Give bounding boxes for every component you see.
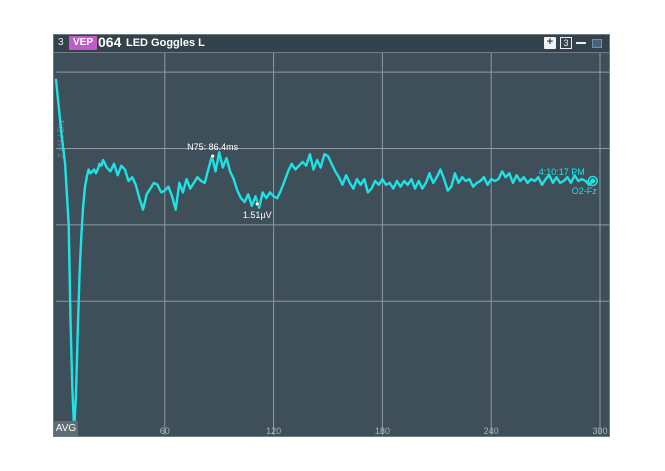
panel-title-bar: 3 VEP 064 LED Goggles L + 3 — [54, 34, 609, 53]
cursor-ring[interactable] — [587, 175, 598, 187]
x-tick-label: 60 — [160, 426, 170, 436]
avg-button[interactable]: AVG — [54, 421, 78, 436]
peak-markers: N75: 86.4ms 1.51µV — [187, 142, 271, 220]
channel-id: 064 — [98, 34, 122, 50]
cursor-dot[interactable] — [590, 178, 596, 184]
marker-point-p100[interactable] — [254, 201, 260, 207]
add-trace-button[interactable]: + — [544, 37, 556, 49]
x-axis-ticks: 60 120 180 240 300 — [160, 426, 608, 436]
trace-count-button[interactable]: 3 — [560, 37, 572, 49]
trace-cursor: 4:10:17 PM O2-Fz — [539, 167, 598, 196]
panel-number: 3 — [58, 37, 64, 48]
trace-timestamp: 4:10:17 PM — [539, 167, 585, 177]
minimize-icon[interactable] — [576, 42, 586, 44]
marker-point-n75[interactable] — [210, 153, 215, 159]
modality-badge[interactable]: VEP — [69, 36, 98, 50]
trace-channel-name: O2-Fz — [572, 186, 598, 196]
marker-label-n75: N75: 86.4ms — [187, 142, 239, 152]
marker-label-p100: 1.51µV — [243, 210, 272, 220]
vep-plot[interactable]: 2 µV / Div 60 120 180 240 300 N75: 86.4ms1.5… — [54, 35, 611, 438]
vep-trace-panel: 3 VEP 064 LED Goggles L + 3 2 µV / Div 6… — [53, 34, 610, 437]
protocol-name: LED Goggles L — [126, 37, 205, 49]
x-tick-label: 300 — [592, 426, 607, 436]
plot-grid — [56, 53, 610, 435]
maximize-icon[interactable] — [592, 39, 602, 48]
x-tick-label: 240 — [484, 426, 499, 436]
x-tick-label: 180 — [375, 426, 390, 436]
vep-trace-line[interactable] — [54, 78, 594, 431]
x-tick-label: 120 — [266, 426, 281, 436]
